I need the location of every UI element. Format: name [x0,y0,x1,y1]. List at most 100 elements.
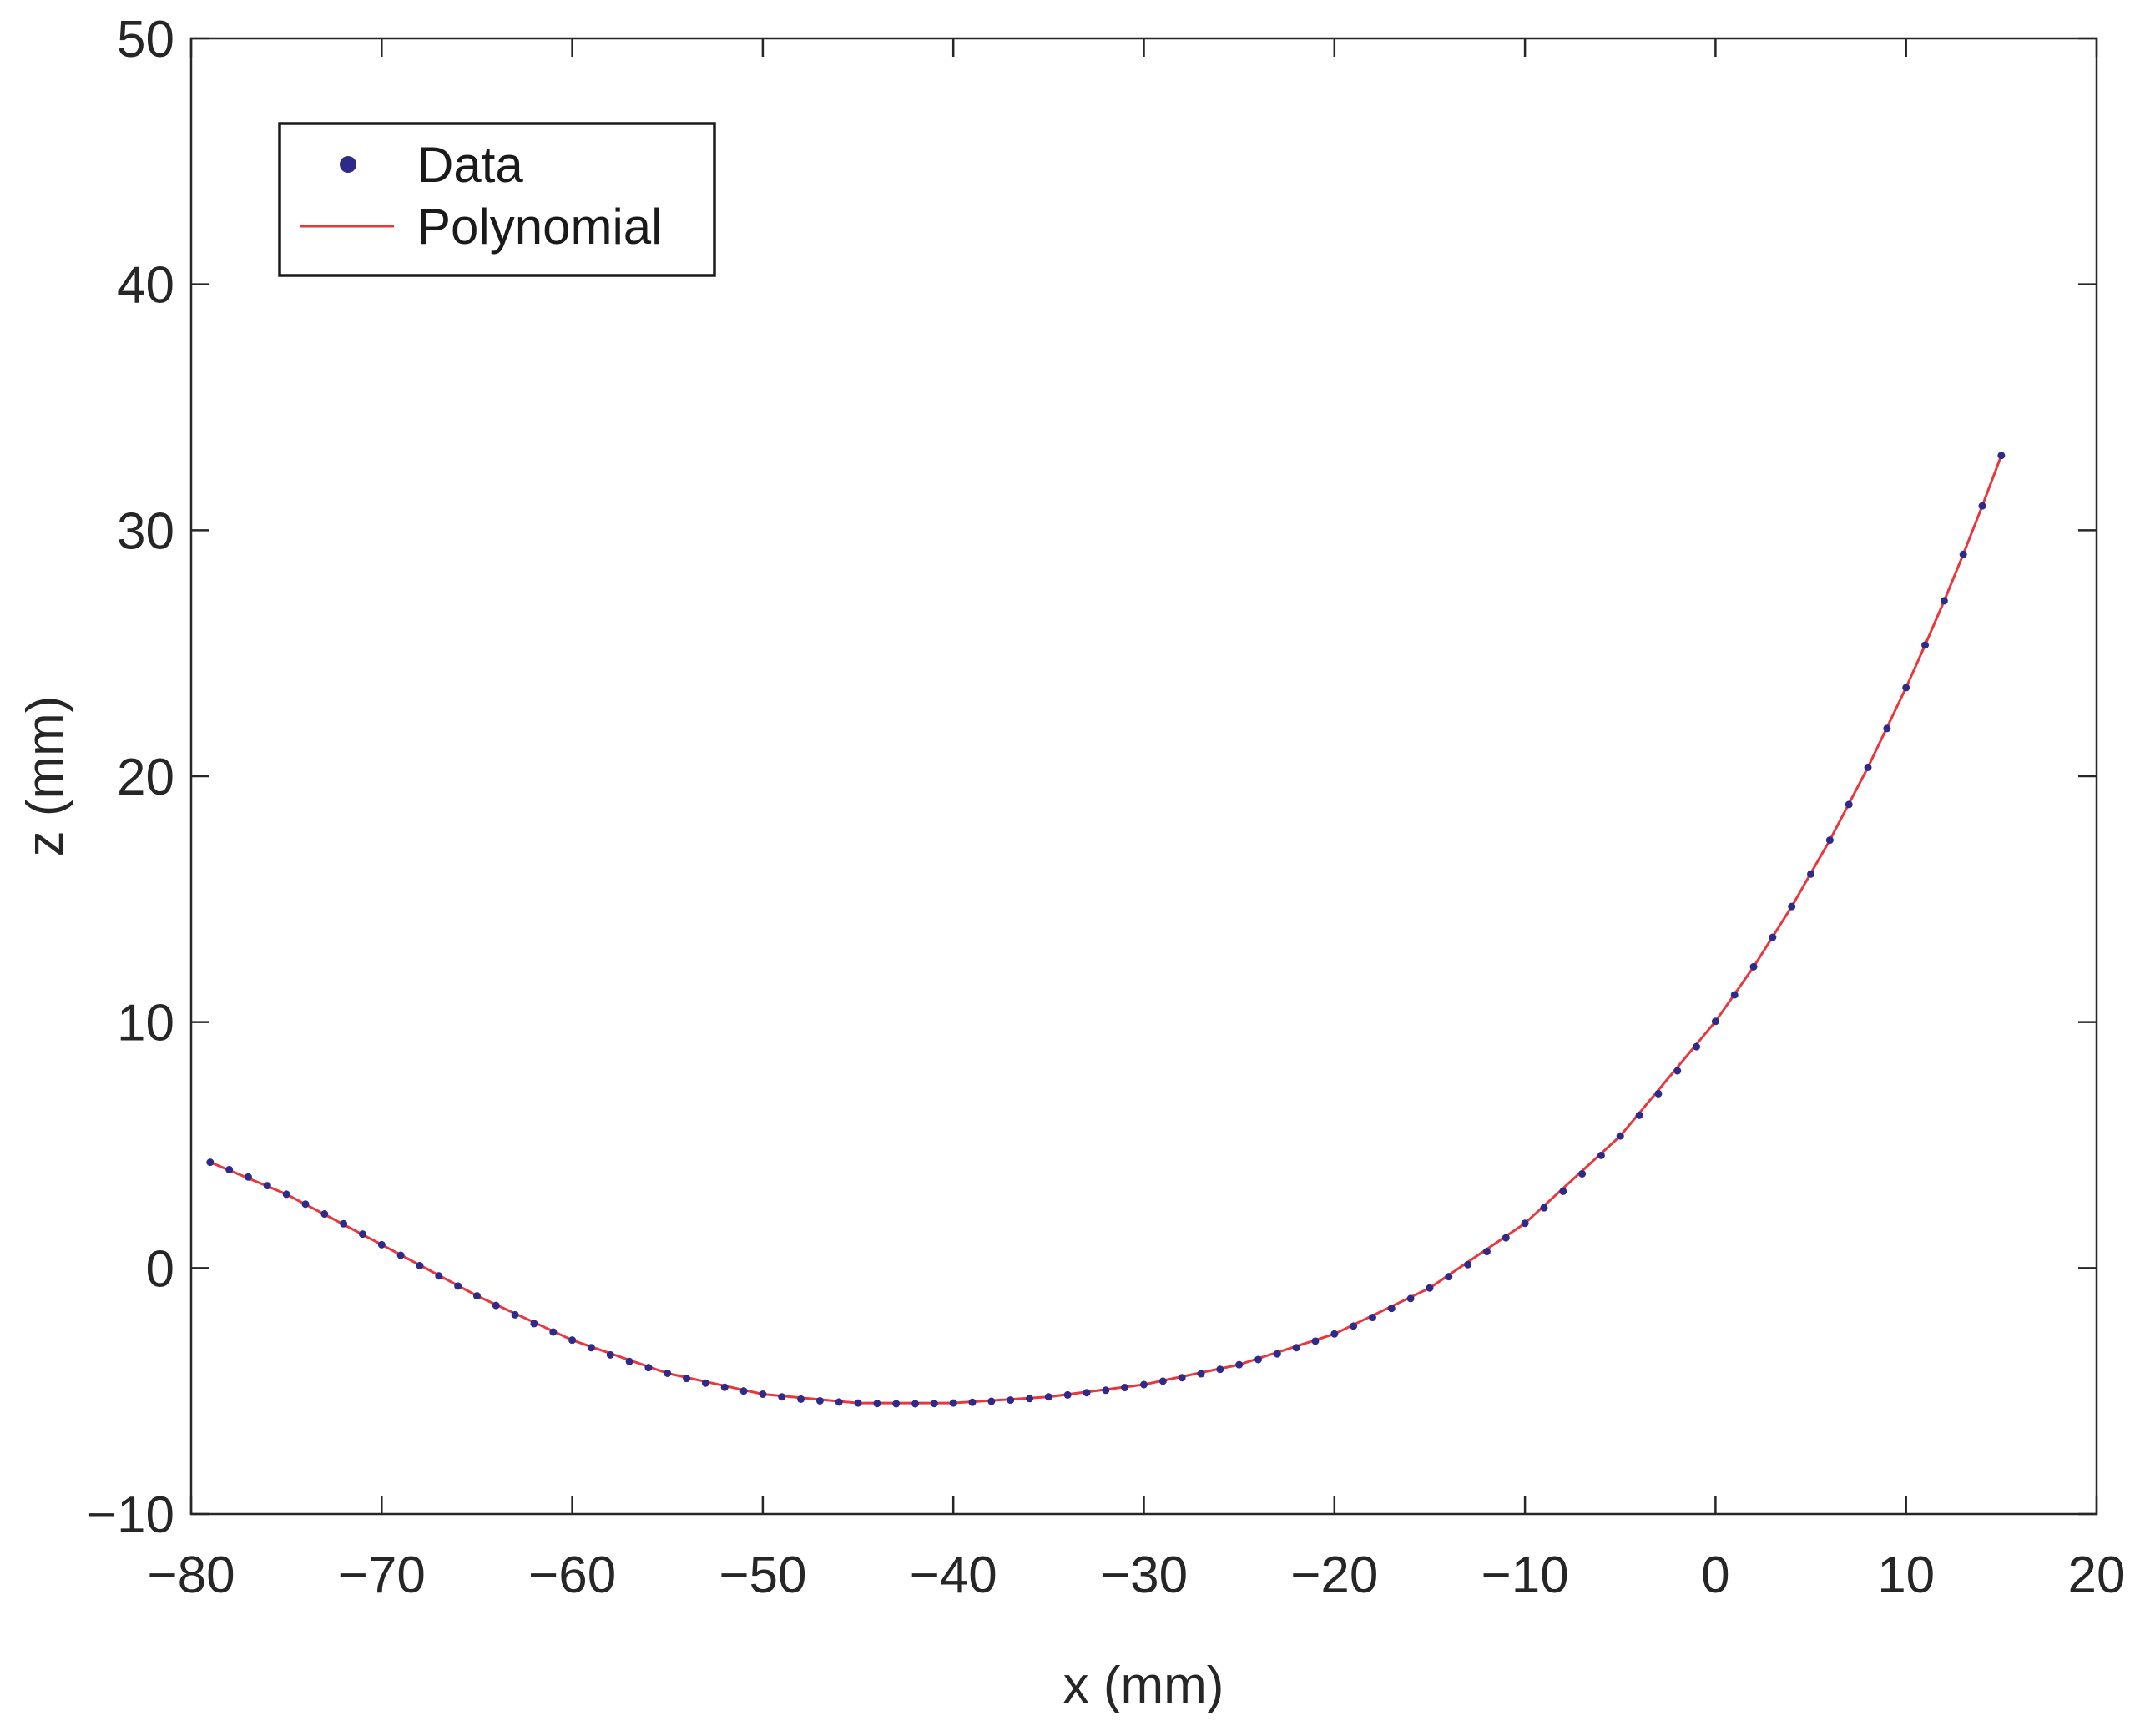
data-point [644,1364,653,1372]
data-point [778,1393,786,1401]
data-point [549,1328,558,1336]
data-point [1482,1248,1491,1256]
data-point [1216,1365,1224,1374]
data-point [206,1158,215,1167]
y-tick-label: 20 [117,749,174,806]
data-point [1807,870,1815,878]
data-point [1788,902,1796,911]
data-point [1749,962,1758,971]
data-point [1158,1377,1167,1385]
data-point [472,1292,481,1300]
data-point [1083,1389,1091,1397]
plot-area [189,37,2098,1516]
data-point [1845,800,1853,809]
data-point [1464,1260,1472,1269]
data-point [930,1400,938,1408]
legend-box [278,122,716,277]
data-point [1616,1132,1624,1140]
data-point [1883,724,1891,733]
data-point [1426,1284,1434,1292]
series-layer [206,452,2006,1408]
x-tick-label: −10 [1481,1547,1569,1604]
data-point [301,1200,310,1209]
data-point [1635,1111,1643,1119]
data-point [435,1272,443,1280]
data-point [1254,1355,1262,1364]
data-point [606,1350,614,1359]
data-point [701,1379,709,1387]
data-point [968,1398,977,1406]
data-point [987,1397,996,1405]
x-tick-label: −50 [719,1547,806,1604]
data-point [1368,1314,1376,1322]
data-point [1102,1386,1110,1395]
data-point [1121,1384,1129,1392]
data-point [625,1357,633,1365]
data-point [225,1165,234,1173]
data-point [1406,1294,1415,1303]
data-point [1292,1344,1300,1352]
data-point [892,1400,901,1408]
data-point [1921,641,1930,649]
data-point [1959,550,1967,558]
data-point [1445,1273,1453,1281]
data-point [1825,836,1834,845]
y-tick-label: −10 [87,1486,174,1544]
data-point [587,1344,595,1352]
data-point [263,1182,271,1190]
data-point [1140,1380,1148,1389]
data-point [320,1210,329,1219]
data-point [797,1395,805,1403]
data-point [454,1282,462,1290]
data-point [1540,1204,1548,1212]
data-point [1730,991,1739,999]
y-tick-label: 40 [117,257,174,315]
data-point [1044,1393,1052,1401]
data-point [1502,1234,1510,1242]
data-point [683,1375,691,1383]
data-point [1559,1187,1567,1195]
data-point [854,1399,862,1407]
data-point [759,1390,767,1398]
data-point [1997,452,2006,460]
y-axis: −10 0 10 20 30 40 50 [87,11,2097,1544]
data-point [1711,1017,1719,1026]
y-tick-label: 0 [146,1240,174,1298]
x-axis-label: x (mm) [1063,1657,1224,1714]
data-point [949,1399,957,1407]
y-tick-label: 10 [117,995,174,1052]
data-point [416,1261,424,1269]
data-point [377,1240,386,1249]
y-tick-label: 30 [117,502,174,560]
data-point [835,1398,843,1406]
data-point [720,1383,729,1391]
data-point [1273,1350,1281,1358]
data-point [1521,1219,1529,1228]
data-point [1330,1330,1339,1338]
legend-label-polynomial: Polynomial [417,199,662,255]
data-point [1026,1395,1034,1403]
y-axis-label: z (mm) [17,696,74,857]
data-point [739,1387,748,1395]
data-point [244,1173,252,1181]
x-tick-label: 0 [1701,1547,1729,1604]
data-point [1693,1042,1701,1051]
data-point [340,1219,348,1228]
x-tick-label: −20 [1290,1547,1378,1604]
x-tick-label: 10 [1877,1547,1935,1604]
x-tick-label: −80 [147,1547,235,1604]
data-point [1769,933,1777,941]
data-point [1673,1067,1682,1075]
data-point [1387,1305,1396,1313]
x-tick-label: 20 [2068,1547,2126,1604]
x-tick-label: −30 [1100,1547,1188,1604]
data-point [1178,1374,1186,1382]
data-point [1902,684,1910,692]
x-axis: −80 −70 −60 −50 −40 −30 −20 −10 0 10 20 [147,38,2125,1604]
data-point [815,1396,824,1405]
data-point [1940,597,1948,605]
y-tick-label: 50 [117,11,174,68]
data-point [396,1251,405,1259]
data-point [1063,1390,1072,1399]
